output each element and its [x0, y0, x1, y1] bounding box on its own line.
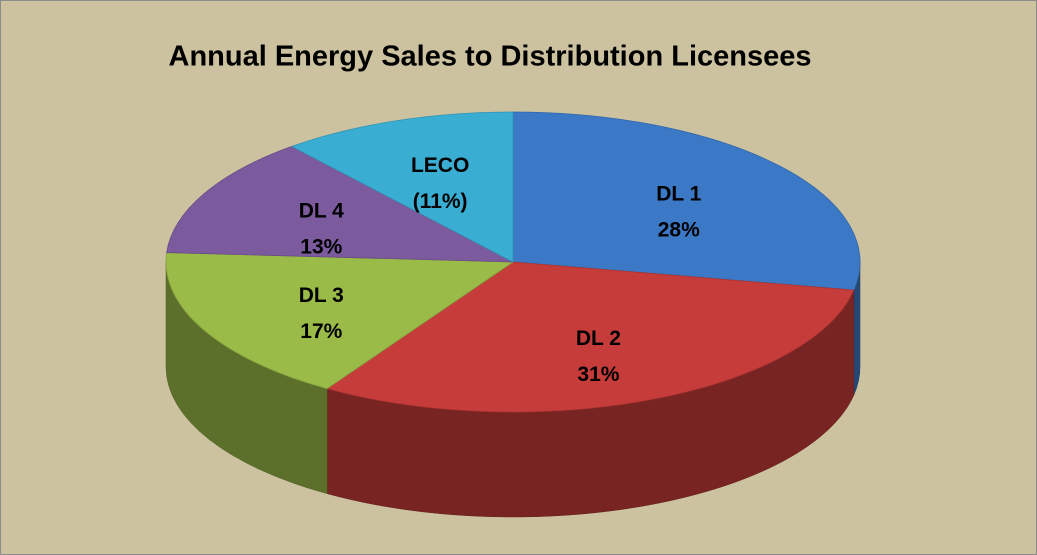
slice: [166, 145, 514, 263]
slice-label: DL 2: [576, 327, 621, 350]
slice-label: DL 3: [299, 284, 344, 307]
slice-label: DL 1: [656, 182, 701, 205]
slice-value-label: 17%: [300, 320, 342, 343]
slice: [326, 261, 855, 413]
chart-title: Annual Energy Sales to Distribution Lice…: [169, 41, 812, 73]
slice-value-label: 28%: [658, 218, 700, 241]
slice: [290, 111, 514, 263]
slice-value-label: 31%: [577, 363, 619, 386]
slice-value-label: (11%): [413, 190, 468, 213]
slice-label: DL 4: [299, 199, 344, 222]
slice: [165, 252, 515, 390]
slice-label: LECO: [411, 154, 469, 177]
slice: [512, 111, 861, 291]
slice-value-label: 13%: [300, 235, 342, 258]
